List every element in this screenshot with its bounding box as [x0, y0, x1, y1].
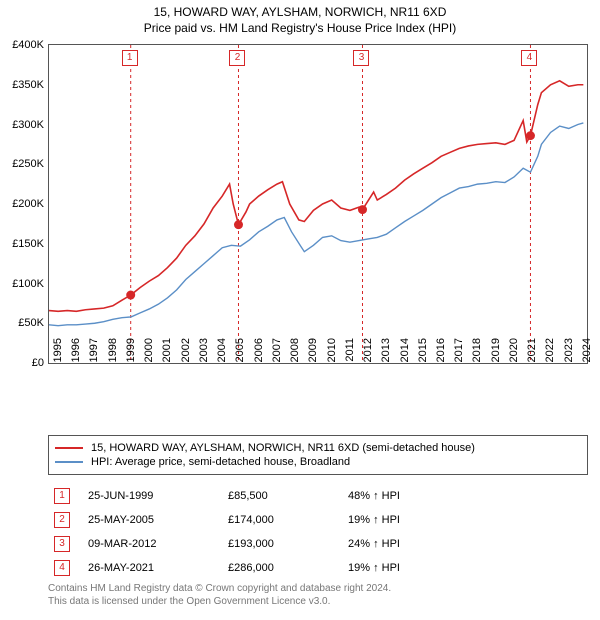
- sales-row-3: 3 09-MAR-2012£193,00024% ↑ HPI: [48, 532, 588, 556]
- sales-row-date: 26-MAY-2021: [88, 562, 228, 574]
- sales-row-delta: 48% ↑ HPI: [348, 490, 588, 502]
- sales-row-1: 1 25-JUN-1999£85,50048% ↑ HPI: [48, 484, 588, 508]
- x-tick-label: 2010: [326, 338, 338, 368]
- sale-marker-1: 1: [122, 50, 138, 66]
- x-tick-label: 2019: [490, 338, 502, 368]
- x-tick-label: 2023: [563, 338, 575, 368]
- sales-row-price: £193,000: [228, 538, 348, 550]
- legend-label: HPI: Average price, semi-detached house,…: [91, 456, 350, 468]
- title-line-1: 15, HOWARD WAY, AYLSHAM, NORWICH, NR11 6…: [0, 4, 600, 20]
- sale-marker-2: 2: [229, 50, 245, 66]
- x-tick-label: 2016: [435, 338, 447, 368]
- chart-area: £0£50K£100K£150K£200K£250K£300K£350K£400…: [48, 44, 588, 394]
- footer-attribution: Contains HM Land Registry data © Crown c…: [48, 582, 588, 608]
- x-tick-label: 1998: [107, 338, 119, 368]
- x-tick-label: 2002: [180, 338, 192, 368]
- legend-item-1: HPI: Average price, semi-detached house,…: [55, 456, 581, 468]
- y-tick-label: £300K: [12, 119, 44, 131]
- sale-marker-3: 3: [353, 50, 369, 66]
- legend: 15, HOWARD WAY, AYLSHAM, NORWICH, NR11 6…: [48, 435, 588, 475]
- sales-row-num: 1: [54, 488, 70, 504]
- sales-row-delta: 24% ↑ HPI: [348, 538, 588, 550]
- legend-swatch: [55, 461, 83, 463]
- x-tick-label: 2004: [216, 338, 228, 368]
- footer-line-2: This data is licensed under the Open Gov…: [48, 595, 588, 608]
- sales-row-num: 2: [54, 512, 70, 528]
- x-tick-label: 2017: [453, 338, 465, 368]
- x-tick-label: 2000: [143, 338, 155, 368]
- x-tick-label: 1997: [88, 338, 100, 368]
- legend-item-0: 15, HOWARD WAY, AYLSHAM, NORWICH, NR11 6…: [55, 442, 581, 454]
- sales-row-num: 4: [54, 560, 70, 576]
- sales-row-date: 09-MAR-2012: [88, 538, 228, 550]
- y-tick-label: £350K: [12, 79, 44, 91]
- plot-region: [48, 44, 588, 364]
- x-tick-label: 2015: [417, 338, 429, 368]
- y-tick-label: £400K: [12, 39, 44, 51]
- sales-row-price: £85,500: [228, 490, 348, 502]
- x-tick-label: 2003: [198, 338, 210, 368]
- sales-row-price: £286,000: [228, 562, 348, 574]
- x-tick-label: 2018: [471, 338, 483, 368]
- page-root: 15, HOWARD WAY, AYLSHAM, NORWICH, NR11 6…: [0, 0, 600, 620]
- sale-marker-4: 4: [521, 50, 537, 66]
- x-tick-label: 2009: [307, 338, 319, 368]
- x-tick-label: 2007: [271, 338, 283, 368]
- x-tick-label: 1996: [70, 338, 82, 368]
- sales-row-price: £174,000: [228, 514, 348, 526]
- y-tick-label: £150K: [12, 238, 44, 250]
- sales-row-4: 4 26-MAY-2021£286,00019% ↑ HPI: [48, 556, 588, 580]
- x-tick-label: 2021: [526, 338, 538, 368]
- x-tick-label: 2024: [581, 338, 593, 368]
- y-tick-label: £100K: [12, 278, 44, 290]
- y-tick-label: £50K: [18, 317, 44, 329]
- x-tick-label: 2008: [289, 338, 301, 368]
- x-tick-label: 2022: [544, 338, 556, 368]
- footer-line-1: Contains HM Land Registry data © Crown c…: [48, 582, 588, 595]
- legend-swatch: [55, 447, 83, 449]
- x-tick-label: 2013: [380, 338, 392, 368]
- x-tick-label: 2001: [161, 338, 173, 368]
- chart-titles: 15, HOWARD WAY, AYLSHAM, NORWICH, NR11 6…: [0, 0, 600, 36]
- x-tick-label: 1999: [125, 338, 137, 368]
- x-tick-label: 2020: [508, 338, 520, 368]
- plot-svg: [49, 45, 587, 363]
- x-tick-label: 2012: [362, 338, 374, 368]
- sales-row-delta: 19% ↑ HPI: [348, 514, 588, 526]
- title-line-2: Price paid vs. HM Land Registry's House …: [0, 20, 600, 36]
- x-tick-label: 2005: [234, 338, 246, 368]
- sales-row-num: 3: [54, 536, 70, 552]
- y-tick-label: £200K: [12, 198, 44, 210]
- sales-row-date: 25-MAY-2005: [88, 514, 228, 526]
- sales-table: 1 25-JUN-1999£85,50048% ↑ HPI 2 25-MAY-2005…: [48, 484, 588, 580]
- x-tick-label: 2006: [253, 338, 265, 368]
- legend-label: 15, HOWARD WAY, AYLSHAM, NORWICH, NR11 6…: [91, 442, 475, 454]
- x-tick-label: 2014: [399, 338, 411, 368]
- x-tick-label: 1995: [52, 338, 64, 368]
- sales-row-delta: 19% ↑ HPI: [348, 562, 588, 574]
- sales-row-date: 25-JUN-1999: [88, 490, 228, 502]
- y-tick-label: £0: [32, 357, 44, 369]
- x-tick-label: 2011: [344, 338, 356, 368]
- y-tick-label: £250K: [12, 158, 44, 170]
- sales-row-2: 2 25-MAY-2005£174,00019% ↑ HPI: [48, 508, 588, 532]
